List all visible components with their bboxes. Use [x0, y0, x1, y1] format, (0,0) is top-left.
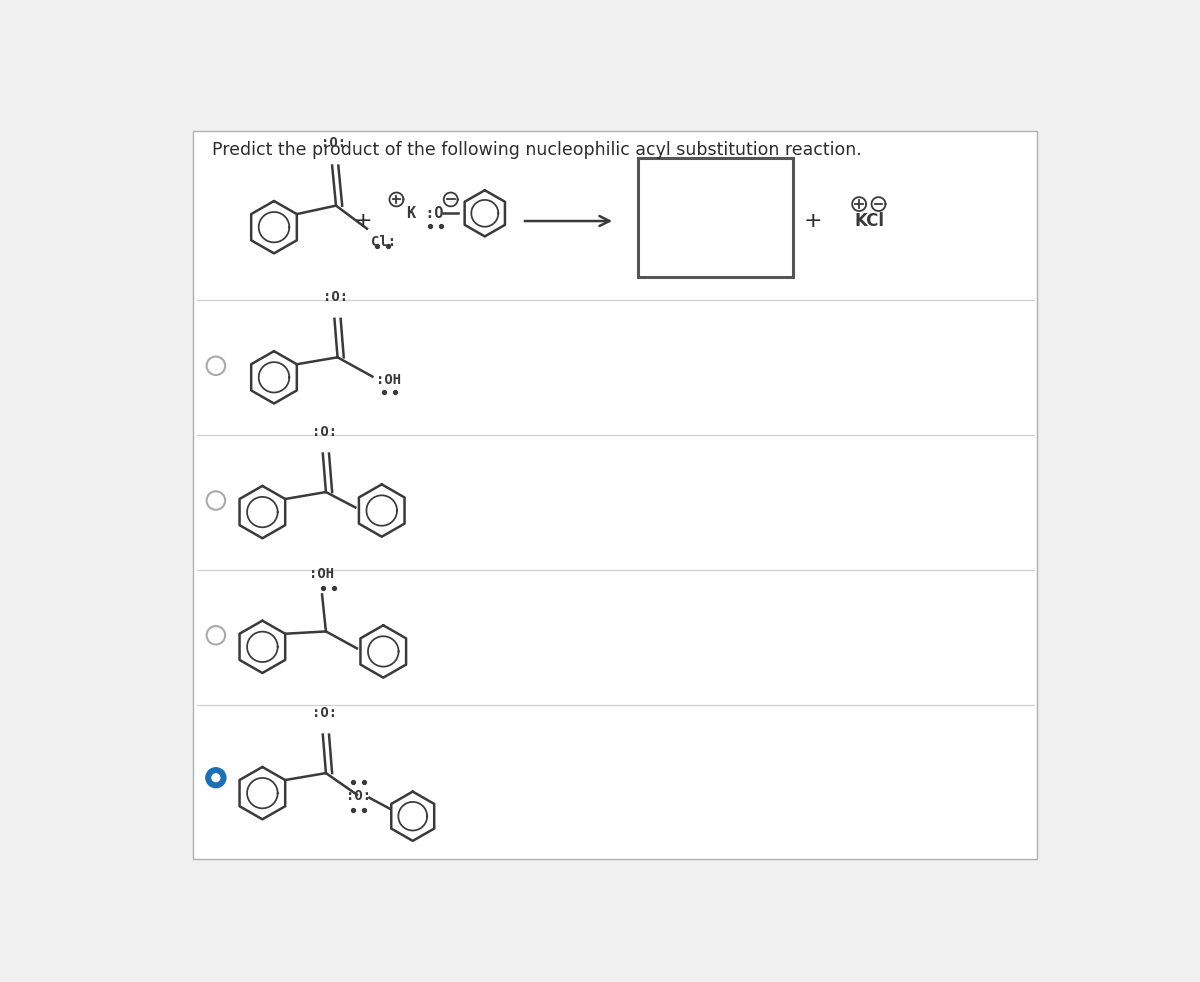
- Text: Predict the product of the following nucleophilic acyl substitution reaction.: Predict the product of the following nuc…: [212, 141, 862, 159]
- Text: :O:: :O:: [322, 136, 347, 150]
- Text: KCl: KCl: [854, 212, 884, 230]
- Circle shape: [212, 774, 220, 782]
- Bar: [638, 158, 793, 277]
- Text: :O:: :O:: [324, 290, 348, 304]
- Text: :OH: :OH: [310, 567, 335, 580]
- Text: +: +: [803, 211, 822, 231]
- Text: K :O: K :O: [407, 206, 444, 221]
- Text: :O:: :O:: [346, 790, 371, 803]
- FancyBboxPatch shape: [193, 131, 1037, 858]
- Text: :O:: :O:: [312, 706, 337, 720]
- Text: +: +: [354, 211, 372, 231]
- Text: Cl:: Cl:: [371, 235, 396, 248]
- Text: :OH: :OH: [377, 372, 402, 387]
- Circle shape: [206, 769, 226, 787]
- Text: :O:: :O:: [312, 425, 337, 439]
